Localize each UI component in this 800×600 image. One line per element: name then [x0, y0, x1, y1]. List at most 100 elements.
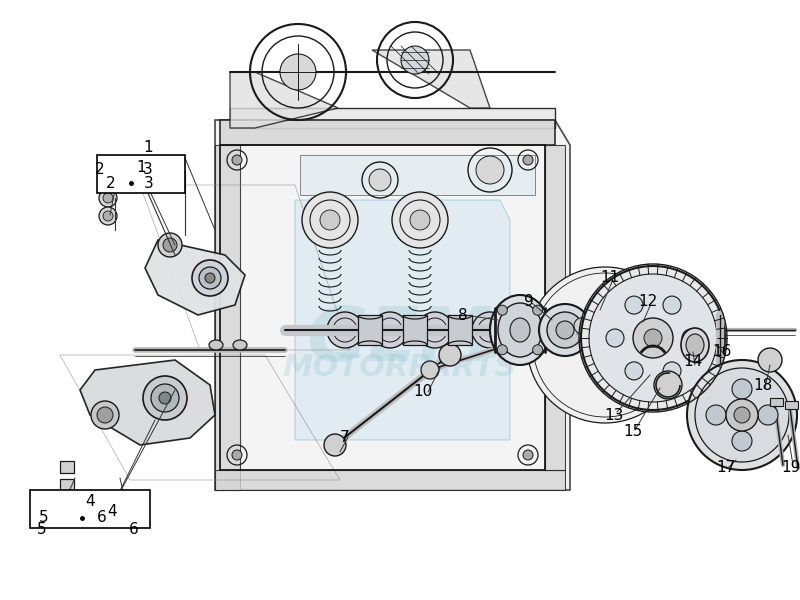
- Bar: [785, 401, 798, 409]
- Bar: [60, 461, 74, 473]
- Ellipse shape: [490, 295, 550, 365]
- Text: 19: 19: [782, 461, 800, 475]
- Circle shape: [498, 308, 542, 352]
- Polygon shape: [215, 120, 570, 490]
- Circle shape: [581, 266, 725, 410]
- Circle shape: [533, 305, 542, 315]
- Circle shape: [99, 207, 117, 225]
- Text: 12: 12: [638, 295, 658, 310]
- Circle shape: [527, 267, 683, 423]
- Text: 6: 6: [129, 523, 139, 538]
- Text: GEM: GEM: [306, 304, 494, 377]
- Polygon shape: [220, 120, 555, 145]
- Bar: [493, 315, 517, 345]
- Circle shape: [644, 329, 662, 347]
- Circle shape: [99, 189, 117, 207]
- Polygon shape: [215, 145, 240, 490]
- Polygon shape: [145, 240, 245, 315]
- Text: MOTORPARTS: MOTORPARTS: [282, 353, 518, 383]
- Circle shape: [663, 362, 681, 380]
- Polygon shape: [215, 470, 565, 490]
- Text: 1: 1: [143, 140, 153, 155]
- Text: 13: 13: [604, 407, 624, 422]
- Circle shape: [151, 384, 179, 412]
- Circle shape: [574, 318, 590, 334]
- Text: 3: 3: [144, 175, 154, 191]
- Circle shape: [192, 260, 228, 296]
- Ellipse shape: [686, 334, 704, 356]
- Bar: [97, 155, 185, 193]
- Circle shape: [521, 329, 539, 347]
- Circle shape: [327, 312, 363, 348]
- Text: 16: 16: [712, 344, 732, 359]
- Circle shape: [625, 296, 643, 314]
- Text: 1: 1: [136, 160, 146, 175]
- Circle shape: [633, 318, 673, 358]
- Text: 7: 7: [340, 431, 350, 445]
- Text: 5: 5: [39, 511, 49, 526]
- Circle shape: [324, 434, 346, 456]
- Circle shape: [490, 300, 550, 360]
- Text: 5: 5: [37, 523, 47, 538]
- Circle shape: [97, 407, 113, 423]
- Circle shape: [597, 307, 613, 323]
- Circle shape: [302, 192, 358, 248]
- Circle shape: [682, 329, 700, 347]
- Text: 18: 18: [754, 377, 773, 392]
- Polygon shape: [230, 108, 555, 128]
- Polygon shape: [80, 360, 215, 445]
- Circle shape: [163, 238, 177, 252]
- Circle shape: [547, 312, 583, 348]
- Circle shape: [758, 348, 782, 372]
- Circle shape: [199, 267, 221, 289]
- Circle shape: [533, 345, 542, 355]
- Circle shape: [498, 305, 507, 315]
- Text: 6: 6: [97, 511, 107, 526]
- Bar: [770, 398, 783, 406]
- Bar: [448, 315, 472, 345]
- Circle shape: [143, 376, 187, 420]
- Circle shape: [280, 54, 316, 90]
- Text: 15: 15: [623, 425, 642, 439]
- Circle shape: [472, 312, 508, 348]
- Ellipse shape: [209, 340, 223, 350]
- Circle shape: [620, 318, 636, 334]
- Ellipse shape: [510, 318, 530, 342]
- Text: 8: 8: [458, 307, 468, 323]
- Text: 3: 3: [143, 163, 153, 178]
- Circle shape: [498, 345, 507, 355]
- Ellipse shape: [681, 328, 709, 362]
- Text: 11: 11: [600, 271, 620, 286]
- Circle shape: [726, 399, 758, 431]
- Circle shape: [695, 368, 789, 462]
- Text: 9: 9: [524, 295, 534, 310]
- Circle shape: [392, 192, 448, 248]
- Circle shape: [91, 401, 119, 429]
- Bar: [60, 479, 74, 491]
- Text: 4: 4: [107, 505, 117, 520]
- Text: 2: 2: [106, 175, 116, 191]
- Circle shape: [205, 273, 215, 283]
- Circle shape: [687, 360, 797, 470]
- Circle shape: [103, 211, 113, 221]
- Circle shape: [476, 156, 504, 184]
- Text: 17: 17: [716, 461, 736, 475]
- Circle shape: [158, 233, 182, 257]
- Ellipse shape: [498, 303, 542, 357]
- Polygon shape: [230, 72, 338, 128]
- Bar: [358, 315, 382, 345]
- Bar: [403, 315, 427, 345]
- Bar: [30, 490, 150, 528]
- Circle shape: [410, 210, 430, 230]
- Circle shape: [372, 312, 408, 348]
- Circle shape: [654, 371, 682, 399]
- Circle shape: [732, 431, 752, 451]
- Circle shape: [523, 155, 533, 165]
- Circle shape: [606, 329, 624, 347]
- Text: 2: 2: [95, 163, 105, 178]
- Circle shape: [232, 450, 242, 460]
- Circle shape: [401, 46, 429, 74]
- Circle shape: [758, 405, 778, 425]
- Circle shape: [159, 392, 171, 404]
- Text: 4: 4: [85, 494, 95, 509]
